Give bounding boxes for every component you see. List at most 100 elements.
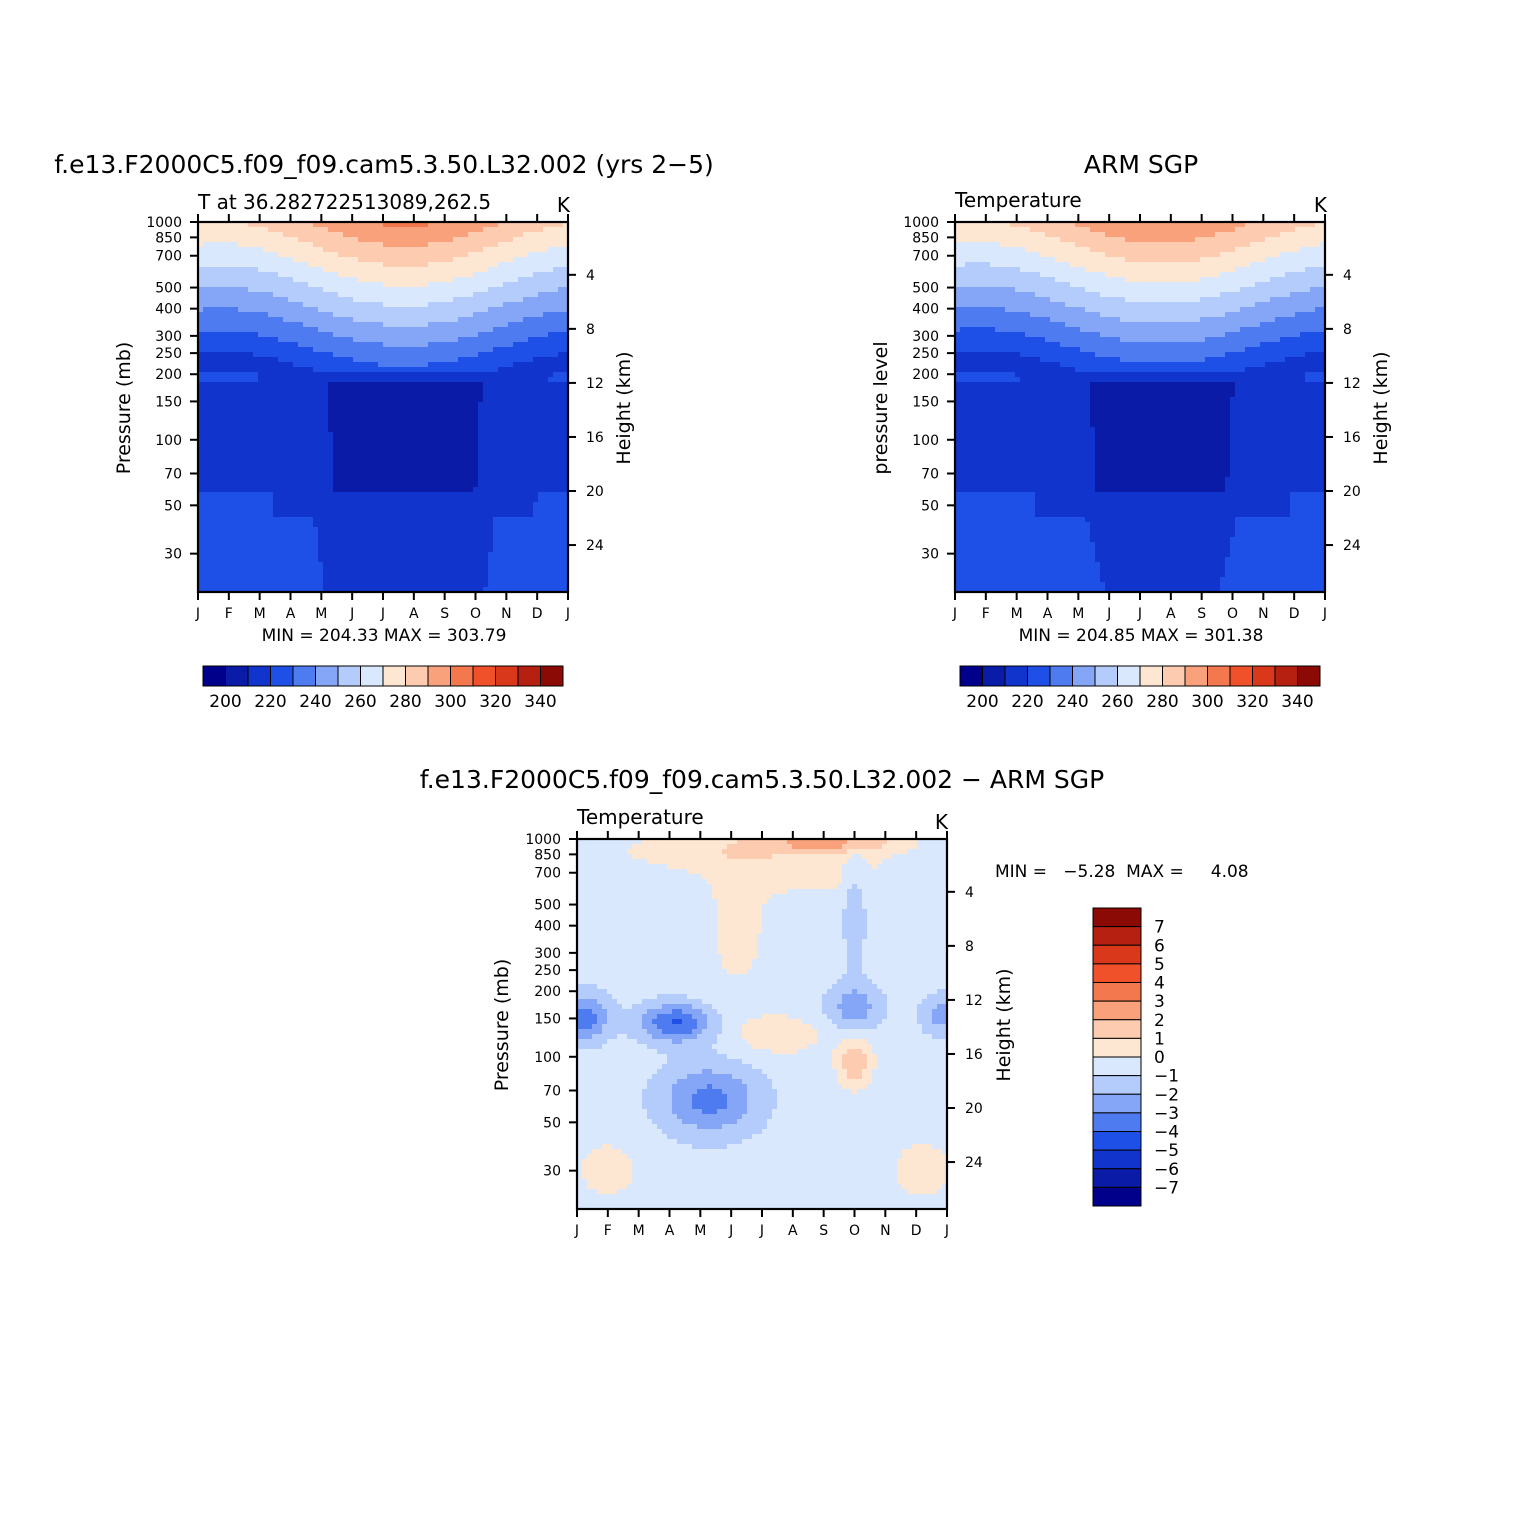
contour-cell — [383, 242, 429, 248]
contour-cell — [712, 1069, 763, 1075]
contour-cell — [328, 407, 479, 413]
contour-cell — [577, 919, 718, 925]
contour-cell — [702, 999, 823, 1005]
panel3-ytick-label: 700 — [534, 866, 561, 882]
contour-cell — [278, 357, 354, 363]
panel3-ytick-label: 150 — [534, 1011, 561, 1027]
panel2-colorbar-label: 200 — [966, 692, 998, 712]
contour-cell — [842, 909, 868, 915]
contour-cell — [198, 527, 319, 533]
contour-cell — [498, 262, 569, 268]
panel2-ytick-right-label: 16 — [1343, 430, 1361, 446]
panel2-minmax: MIN = 204.85 MAX = 301.38 — [1019, 626, 1264, 646]
contour-cell — [1200, 277, 1271, 283]
contour-cell — [717, 1039, 748, 1045]
contour-cell — [757, 954, 848, 960]
contour-cell — [1235, 392, 1326, 398]
contour-cell — [198, 402, 329, 408]
contour-cell — [702, 1029, 723, 1035]
contour-cell — [717, 1034, 743, 1040]
contour-cell — [955, 487, 1096, 493]
contour-cell — [867, 974, 948, 980]
panel1-colorbar-box — [517, 665, 541, 687]
contour-cell — [722, 959, 753, 965]
contour-cell — [897, 1174, 948, 1180]
contour-cell — [198, 512, 274, 518]
contour-cell — [333, 457, 479, 463]
contour-cell — [697, 1124, 723, 1130]
contour-cell — [493, 532, 569, 538]
contour-cell — [862, 899, 948, 905]
contour-cell — [862, 1049, 873, 1055]
contour-cell — [955, 227, 1031, 233]
contour-cell — [1220, 587, 1326, 593]
contour-cell — [912, 1144, 933, 1150]
contour-cell — [1045, 232, 1106, 238]
panel1-xtick-label: J — [380, 606, 385, 622]
contour-cell — [198, 587, 324, 593]
panel2-colorbar-box — [1094, 665, 1118, 687]
contour-cell — [1095, 467, 1231, 473]
contour-cell — [847, 859, 868, 865]
contour-cell — [577, 1169, 583, 1175]
contour-cell — [1105, 587, 1221, 593]
contour-cell — [318, 552, 489, 558]
contour-cell — [1310, 287, 1326, 293]
contour-cell — [577, 874, 703, 880]
contour-cell — [932, 1034, 948, 1040]
contour-cell — [577, 1184, 588, 1190]
contour-cell — [955, 342, 1061, 348]
contour-cell — [1230, 437, 1326, 443]
contour-cell — [498, 242, 569, 248]
contour-cell — [198, 307, 204, 313]
panel2-xtick-label: J — [1137, 606, 1142, 622]
contour-cell — [273, 502, 534, 508]
contour-cell — [1095, 487, 1226, 493]
contour-cell — [955, 347, 1081, 353]
panel3-ytick-label: 70 — [543, 1084, 561, 1100]
contour-cell — [1095, 462, 1231, 468]
panel2-colorbar-box — [982, 665, 1006, 687]
panel2-ytick-right-label: 4 — [1343, 268, 1352, 284]
contour-cell — [837, 1069, 848, 1075]
contour-cell — [488, 287, 559, 293]
contour-cell — [922, 1029, 948, 1035]
panel3-colorbar-box — [1092, 907, 1142, 928]
contour-cell — [318, 527, 494, 533]
contour-cell — [847, 949, 863, 955]
contour-cell — [1255, 302, 1326, 308]
contour-cell — [867, 909, 948, 915]
panel1-colorbar-box — [315, 665, 339, 687]
panel1-ytick-right-label: 24 — [586, 538, 604, 554]
contour-cell — [887, 1004, 918, 1010]
contour-cell — [1235, 522, 1326, 528]
contour-cell — [523, 232, 569, 238]
contour-cell — [707, 1024, 723, 1030]
contour-cell — [832, 1059, 843, 1065]
contour-cell — [817, 1039, 843, 1045]
contour-cell — [787, 889, 848, 895]
panel3-xtick-label: M — [633, 1223, 645, 1239]
panel1-colorbar-box — [405, 665, 429, 687]
panel1-colorbar-box — [292, 665, 316, 687]
panel2-ytick-label: 500 — [912, 281, 939, 297]
contour-cell — [955, 357, 1041, 363]
contour-cell — [862, 959, 948, 965]
panel1-ytick-label: 700 — [155, 249, 182, 265]
contour-cell — [955, 427, 1096, 433]
contour-cell — [1030, 227, 1091, 233]
panel2-ytick-right-label: 24 — [1343, 538, 1361, 554]
contour-cell — [1035, 492, 1291, 498]
panel3-xtick-label: S — [819, 1223, 828, 1239]
contour-cell — [533, 507, 569, 513]
contour-cell — [955, 232, 1046, 238]
contour-cell — [642, 1104, 673, 1110]
contour-cell — [692, 1094, 728, 1100]
panel3-colorbar-label: 5 — [1154, 955, 1165, 975]
contour-cell — [822, 994, 843, 1000]
contour-cell — [478, 332, 549, 338]
contour-cell — [752, 1064, 833, 1070]
contour-cell — [917, 1004, 938, 1010]
contour-cell — [577, 1064, 663, 1070]
